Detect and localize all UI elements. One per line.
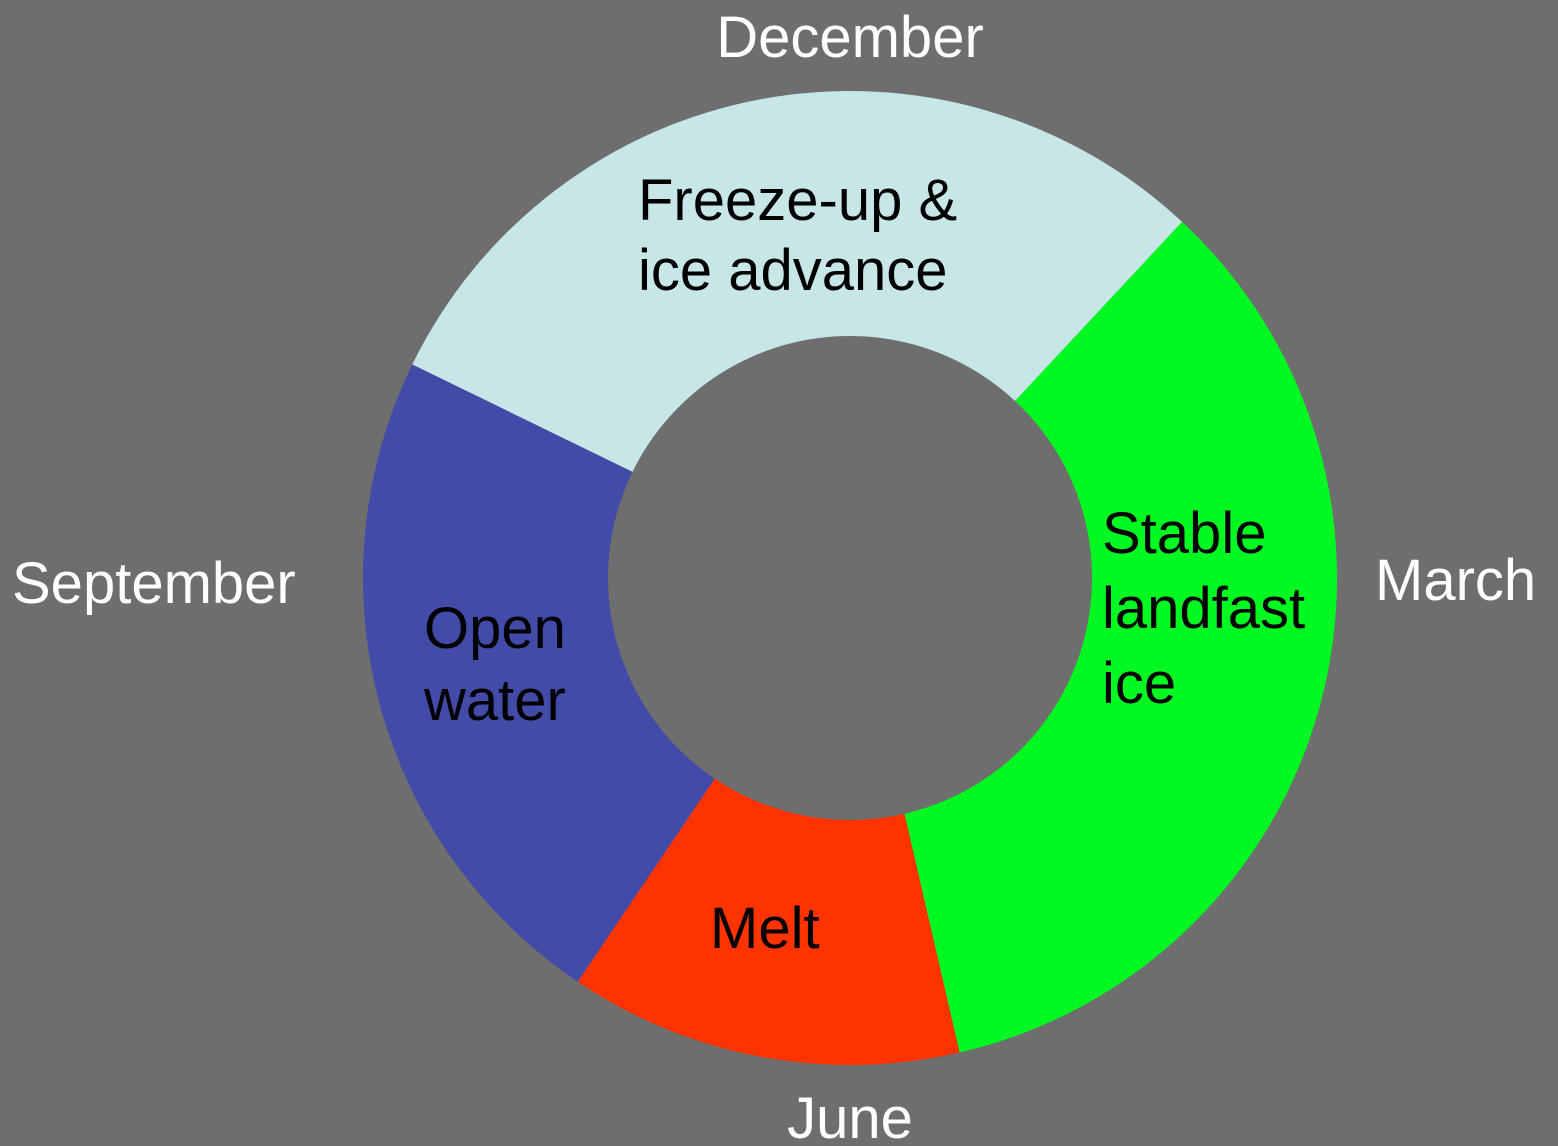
segment [904,221,1337,1053]
segment [363,364,715,982]
month-label: June [787,1086,913,1146]
segment-label: landfast [1102,576,1305,641]
segment-label: Freeze-up & [638,168,957,233]
segment-label: Stable [1102,501,1266,566]
segment-label: Open [424,596,566,661]
month-label: March [1375,548,1536,613]
ring [363,91,1337,1065]
segment [577,778,960,1065]
segment-label: Melt [710,896,820,961]
segment-label: water [423,668,566,733]
segment-labels: Freeze-up &ice advance Stable landfast ice M… [423,168,1305,961]
segment-label: ice advance [638,238,948,303]
month-label: September [12,551,296,616]
segment-label: ice [1102,651,1176,716]
segment [412,91,1183,472]
month-label: December [716,5,984,70]
